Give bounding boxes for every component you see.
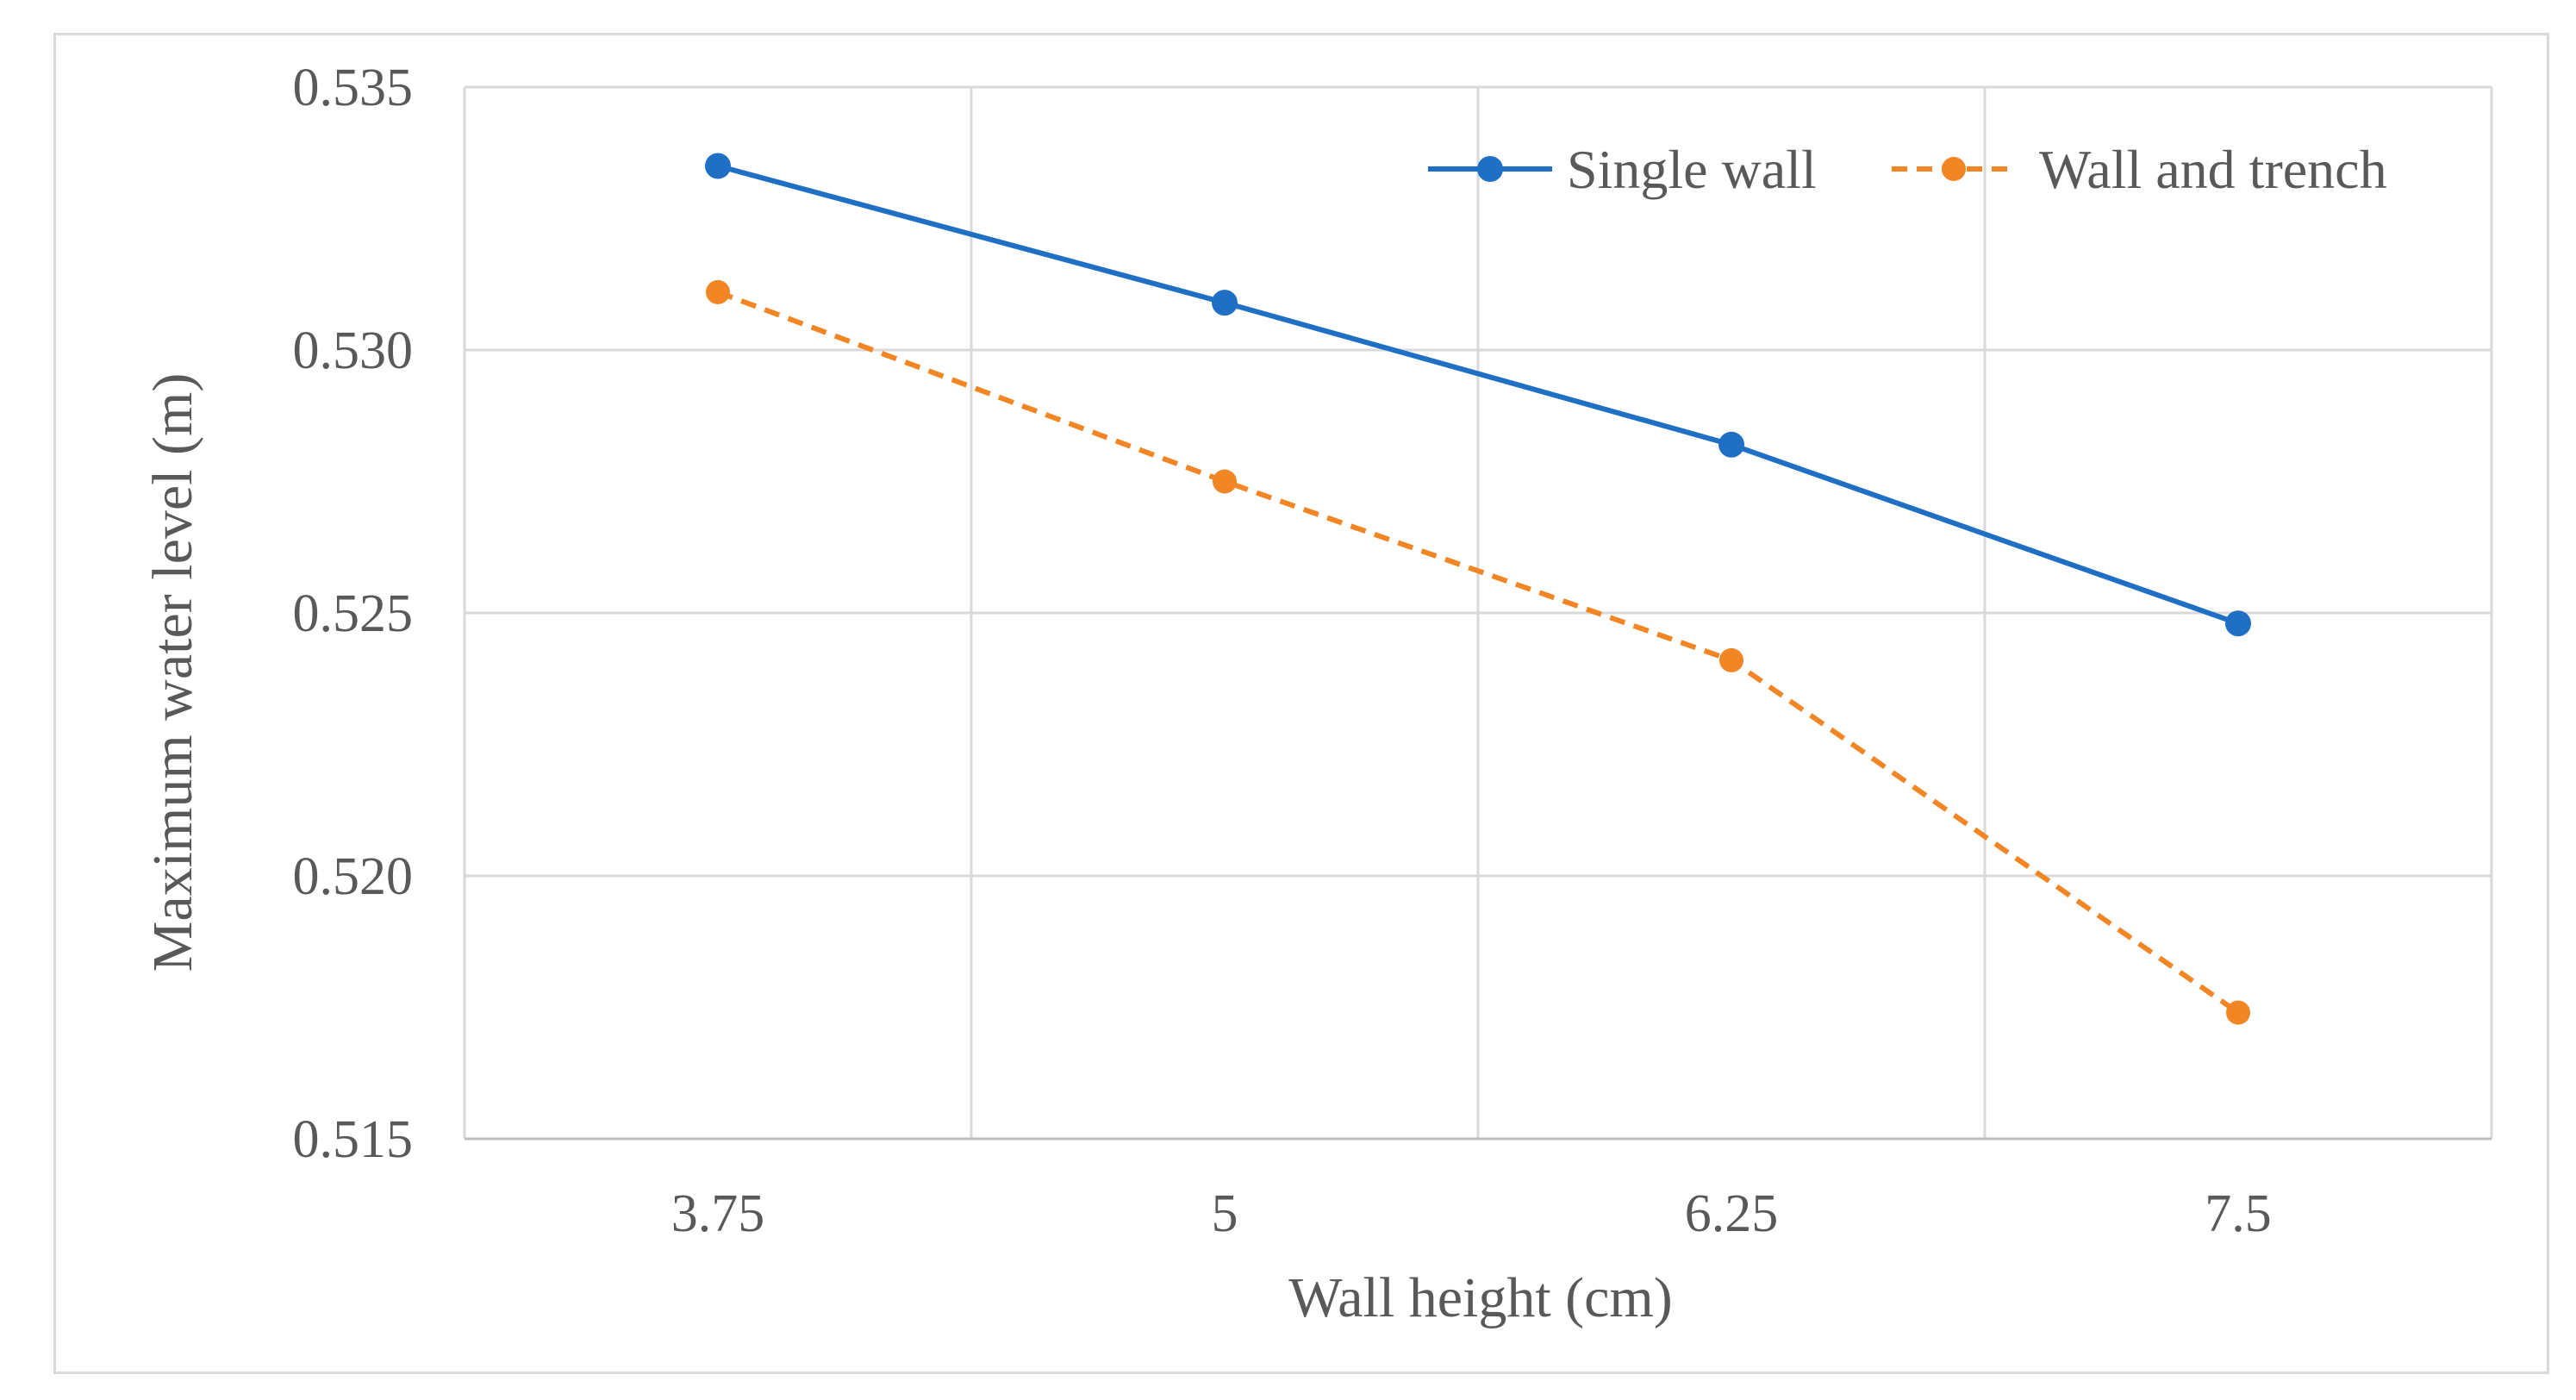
data-point-wall-and-trench: [1213, 469, 1237, 494]
y-axis-title: Maximum water level (m): [141, 373, 204, 972]
legend-label-wall-and-trench: Wall and trench: [2039, 139, 2387, 200]
x-tick-label: 5: [1212, 1184, 1238, 1243]
legend-item-single-wall[interactable]: Single wall: [1428, 139, 1817, 200]
chart-frame: [53, 33, 2549, 1374]
data-point-wall-and-trench: [706, 279, 730, 304]
tick-labels: 0.515 0.520 0.525 0.530 0.535 3.75 5 6.25 7.5: [293, 59, 2272, 1243]
legend-marker-single-wall: [1477, 156, 1503, 182]
data-point-single-wall: [1212, 290, 1238, 316]
x-tick-label: 3.75: [671, 1184, 765, 1243]
series-lines: [705, 153, 2251, 1025]
series-line-wall-and-trench: [716, 290, 2240, 1016]
y-tick-label: 0.530: [293, 322, 414, 380]
gridlines: [463, 85, 2493, 1141]
legend-marker-wall-and-trench: [1942, 157, 1966, 181]
x-tick-label: 7.5: [2205, 1184, 2272, 1243]
y-tick-label: 0.515: [293, 1110, 414, 1169]
x-tick-label: 6.25: [1685, 1184, 1779, 1243]
x-axis-title: Wall height (cm): [1288, 1266, 1673, 1329]
y-tick-label: 0.535: [293, 59, 414, 117]
legend-item-wall-and-trench[interactable]: Wall and trench: [1892, 139, 2387, 200]
legend-label-single-wall: Single wall: [1567, 139, 1817, 200]
data-point-wall-and-trench: [1719, 647, 1743, 672]
data-point-single-wall: [2225, 610, 2251, 637]
data-point-wall-and-trench: [2226, 1000, 2250, 1025]
series-line-single-wall: [717, 163, 2239, 627]
data-point-single-wall: [1718, 431, 1744, 458]
y-tick-label: 0.525: [293, 584, 414, 643]
y-tick-label: 0.520: [293, 847, 414, 906]
legend: Single wall Wall and trench: [1428, 139, 2387, 200]
data-point-single-wall: [705, 153, 731, 179]
